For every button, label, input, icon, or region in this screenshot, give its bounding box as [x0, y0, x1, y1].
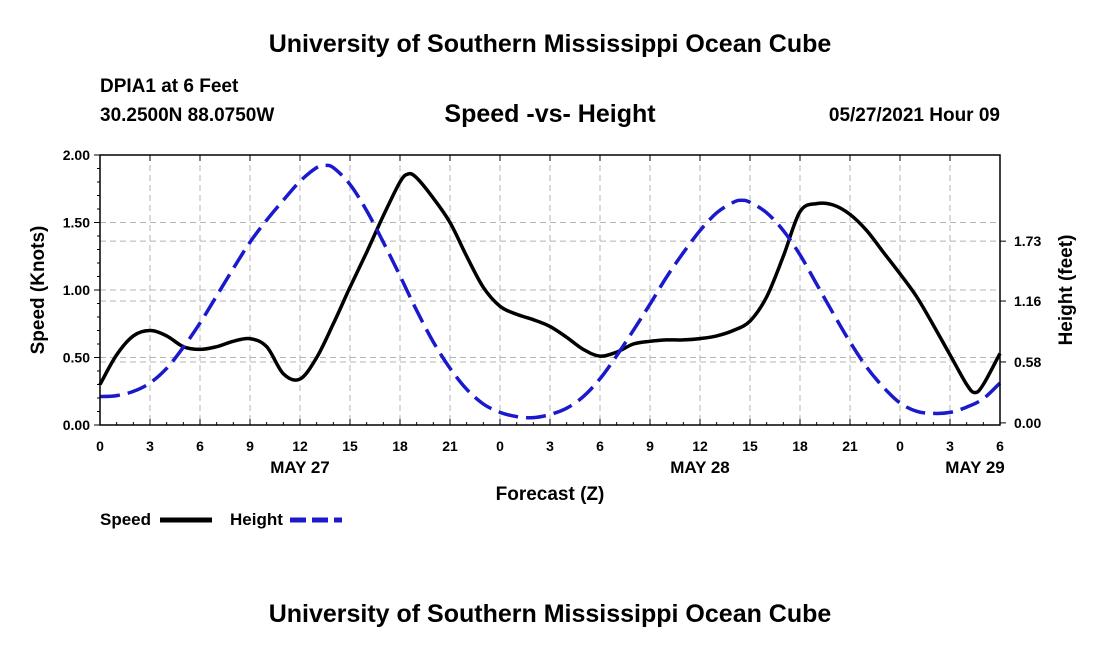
date-label: MAY 28	[670, 458, 730, 477]
y-tick-label: 0.50	[63, 350, 90, 366]
y2-tick-label: 1.16	[1014, 293, 1041, 309]
speed-height-chart: 0 3 6 9 12 15 18 21 0 3 6 9 12 15 18 21 0 3 6 MAY 27 MAY 28 M…	[28, 147, 1077, 529]
x-tick-label: 18	[392, 438, 408, 454]
y-tick-label: 1.00	[63, 282, 90, 298]
forecast-time: 05/27/2021 Hour 09	[828, 105, 1000, 126]
x-tick-label: 12	[692, 438, 708, 454]
date-label: MAY 29	[945, 458, 1005, 477]
y2-tick-label: 0.00	[1014, 415, 1041, 431]
legend-height-label: Height	[230, 510, 283, 529]
x-tick-label: 12	[292, 438, 308, 454]
x-tick-label: 21	[442, 438, 458, 454]
footer-title: University of Southern Mississippi Ocean…	[268, 600, 832, 628]
station-label: DPIA1 at 6 Feet	[100, 76, 239, 97]
x-axis-title: Forecast (Z)	[496, 484, 605, 505]
station-coordinates: 30.2500N 88.0750W	[100, 105, 275, 126]
x-tick-label: 3	[146, 438, 154, 454]
x-tick-label: 15	[742, 438, 758, 454]
series-line-speed	[98, 171, 1002, 395]
y-tick-label: 1.50	[63, 215, 90, 231]
x-tick-label: 3	[546, 438, 554, 454]
page-title: University of Southern Mississippi Ocean…	[268, 30, 832, 58]
legend: Speed Height	[100, 510, 342, 529]
x-tick-label: 3	[946, 438, 954, 454]
x-tick-label: 0	[496, 438, 504, 454]
x-tick-label: 6	[196, 438, 204, 454]
y-axis-title: Speed (Knots)	[28, 226, 49, 355]
series-layer	[98, 163, 1002, 420]
y2-tick-label: 1.73	[1014, 233, 1041, 249]
x-tick-label: 0	[896, 438, 904, 454]
legend-speed-label: Speed	[100, 510, 151, 529]
grid	[100, 155, 1000, 425]
y-tick-label: 0.00	[63, 417, 90, 433]
x-tick-label: 0	[96, 438, 104, 454]
x-tick-label: 9	[246, 438, 254, 454]
x-tick-label: 6	[596, 438, 604, 454]
axes: 0 3 6 9 12 15 18 21 0 3 6 9 12 15 18 21 0 3 6 MAY 27 MAY 28 M…	[63, 147, 1042, 477]
chart-title: Speed -vs- Height	[444, 100, 656, 128]
y2-tick-label: 0.58	[1014, 354, 1041, 370]
y2-axis-title: Height (feet)	[1056, 235, 1077, 346]
x-tick-label: 6	[996, 438, 1004, 454]
x-tick-label: 9	[646, 438, 654, 454]
date-label: MAY 27	[270, 458, 330, 477]
series-line-height	[99, 163, 1002, 420]
y-tick-label: 2.00	[63, 147, 90, 163]
x-tick-label: 21	[842, 438, 858, 454]
x-tick-label: 18	[792, 438, 808, 454]
x-tick-label: 15	[342, 438, 358, 454]
